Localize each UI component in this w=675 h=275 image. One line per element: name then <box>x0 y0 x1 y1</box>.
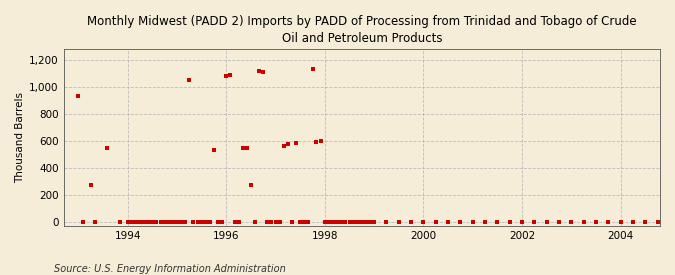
Point <box>139 220 150 224</box>
Point <box>504 220 515 224</box>
Point <box>122 220 133 224</box>
Point <box>188 220 199 224</box>
Point <box>394 220 404 224</box>
Point <box>327 220 338 224</box>
Point <box>274 220 285 224</box>
Point <box>283 142 294 146</box>
Point <box>307 67 318 72</box>
Point <box>279 144 290 148</box>
Point <box>364 220 375 224</box>
Point <box>443 220 454 224</box>
Point <box>242 146 252 150</box>
Point <box>85 183 96 187</box>
Point <box>287 220 298 224</box>
Point <box>171 220 182 224</box>
Point <box>323 220 334 224</box>
Point <box>192 220 203 224</box>
Point <box>640 220 651 224</box>
Point <box>270 220 281 224</box>
Point <box>455 220 466 224</box>
Point <box>229 220 240 224</box>
Y-axis label: Thousand Barrels: Thousand Barrels <box>15 92 25 183</box>
Point <box>554 220 564 224</box>
Point <box>295 220 306 224</box>
Point <box>344 220 355 224</box>
Point <box>291 141 302 146</box>
Point <box>221 74 232 78</box>
Point <box>266 220 277 224</box>
Point <box>516 220 527 224</box>
Point <box>147 220 158 224</box>
Point <box>467 220 478 224</box>
Point <box>652 220 663 224</box>
Point <box>102 146 113 150</box>
Point <box>225 72 236 77</box>
Point <box>406 220 416 224</box>
Point <box>143 220 154 224</box>
Point <box>303 220 314 224</box>
Point <box>200 220 211 224</box>
Point <box>196 220 207 224</box>
Point <box>360 220 371 224</box>
Point <box>381 220 392 224</box>
Point <box>369 220 379 224</box>
Point <box>250 220 261 224</box>
Point <box>163 220 174 224</box>
Point <box>134 220 145 224</box>
Point <box>541 220 552 224</box>
Point <box>615 220 626 224</box>
Point <box>130 220 141 224</box>
Point <box>205 220 215 224</box>
Point <box>480 220 491 224</box>
Point <box>234 220 244 224</box>
Point <box>492 220 503 224</box>
Point <box>237 145 248 150</box>
Point <box>184 78 194 82</box>
Point <box>176 220 186 224</box>
Point <box>628 220 639 224</box>
Point <box>356 220 367 224</box>
Point <box>603 220 614 224</box>
Title: Monthly Midwest (PADD 2) Imports by PADD of Processing from Trinidad and Tobago : Monthly Midwest (PADD 2) Imports by PADD… <box>87 15 637 45</box>
Point <box>340 220 351 224</box>
Point <box>151 220 162 224</box>
Point <box>319 220 330 224</box>
Point <box>348 220 359 224</box>
Point <box>332 220 343 224</box>
Point <box>213 220 223 224</box>
Text: Source: U.S. Energy Information Administration: Source: U.S. Energy Information Administ… <box>54 264 286 274</box>
Point <box>352 220 363 224</box>
Point <box>566 220 576 224</box>
Point <box>591 220 601 224</box>
Point <box>180 220 190 224</box>
Point <box>254 68 265 73</box>
Point <box>299 220 310 224</box>
Point <box>90 220 101 224</box>
Point <box>73 94 84 98</box>
Point <box>418 220 429 224</box>
Point <box>217 220 227 224</box>
Point <box>246 183 256 188</box>
Point <box>167 220 178 224</box>
Point <box>578 220 589 224</box>
Point <box>315 139 326 143</box>
Point <box>159 220 170 224</box>
Point <box>336 220 347 224</box>
Point <box>262 220 273 224</box>
Point <box>258 70 269 74</box>
Point <box>529 220 540 224</box>
Point <box>155 220 166 224</box>
Point <box>431 220 441 224</box>
Point <box>77 220 88 224</box>
Point <box>114 220 125 224</box>
Point <box>126 220 137 224</box>
Point <box>209 147 219 152</box>
Point <box>311 140 322 144</box>
